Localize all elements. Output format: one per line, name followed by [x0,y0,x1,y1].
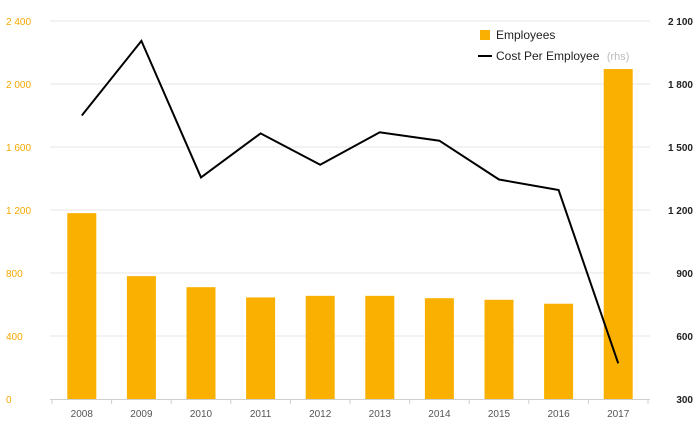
left-tick-label: 2 400 [6,17,31,28]
right-axis: 300 600 900 1 200 1 500 1 800 2 100 [668,17,693,406]
right-tick-label: 900 [676,269,693,280]
right-tick-label: 1 800 [668,80,693,91]
bar-2017 [603,69,633,399]
line-series-cost-per-employee [81,38,620,364]
legend-label-cost-text: Cost Per Employee [496,49,600,63]
left-tick-label: 2 000 [6,80,31,91]
x-tick-label: 2016 [547,409,570,420]
legend-label-rhs: (rhs) [607,51,630,63]
right-tick-label: 2 100 [668,17,693,28]
bar-2013 [365,295,395,399]
cost-per-employee-line [81,38,620,364]
right-tick-label: 600 [676,332,693,343]
bar-2016 [544,303,574,399]
x-tick-label: 2017 [607,409,630,420]
x-axis: 2008 2009 2010 2011 2012 2013 2014 2015 2016 2017 [51,399,649,420]
bar-2012 [305,295,335,399]
bar-series-employees [67,69,633,399]
legend-label-employees: Employees [496,28,555,42]
right-tick-label: 1 500 [668,143,693,154]
legend-swatch-employees [480,30,490,40]
left-tick-label: 0 [6,395,12,406]
right-tick-label: 1 200 [668,206,693,217]
x-tick-label: 2010 [190,409,213,420]
right-tick-label: 300 [676,395,693,406]
x-tick-label: 2011 [250,409,272,420]
x-tick-label: 2008 [71,409,94,420]
x-tick-label: 2012 [309,409,332,420]
legend: Employees Cost Per Employee (rhs) [478,28,629,64]
bar-2009 [126,276,156,399]
left-tick-label: 800 [6,269,23,280]
gridlines [50,20,650,400]
bar-2011 [246,297,276,399]
x-tick-label: 2013 [369,409,392,420]
left-axis: 0 400 800 1 200 1 600 2 000 2 400 [6,17,31,406]
left-tick-label: 1 200 [6,206,31,217]
bar-2015 [484,299,514,399]
left-tick-label: 400 [6,332,23,343]
x-tick-label: 2009 [130,409,153,420]
x-tick-label: 2014 [428,409,451,420]
left-tick-label: 1 600 [6,143,31,154]
x-tick-label: 2015 [488,409,511,420]
bar-2014 [424,298,454,399]
bar-2008 [67,213,97,399]
legend-label-cost-per-employee: Cost Per Employee (rhs) [496,47,629,64]
bar-2010 [186,287,216,399]
